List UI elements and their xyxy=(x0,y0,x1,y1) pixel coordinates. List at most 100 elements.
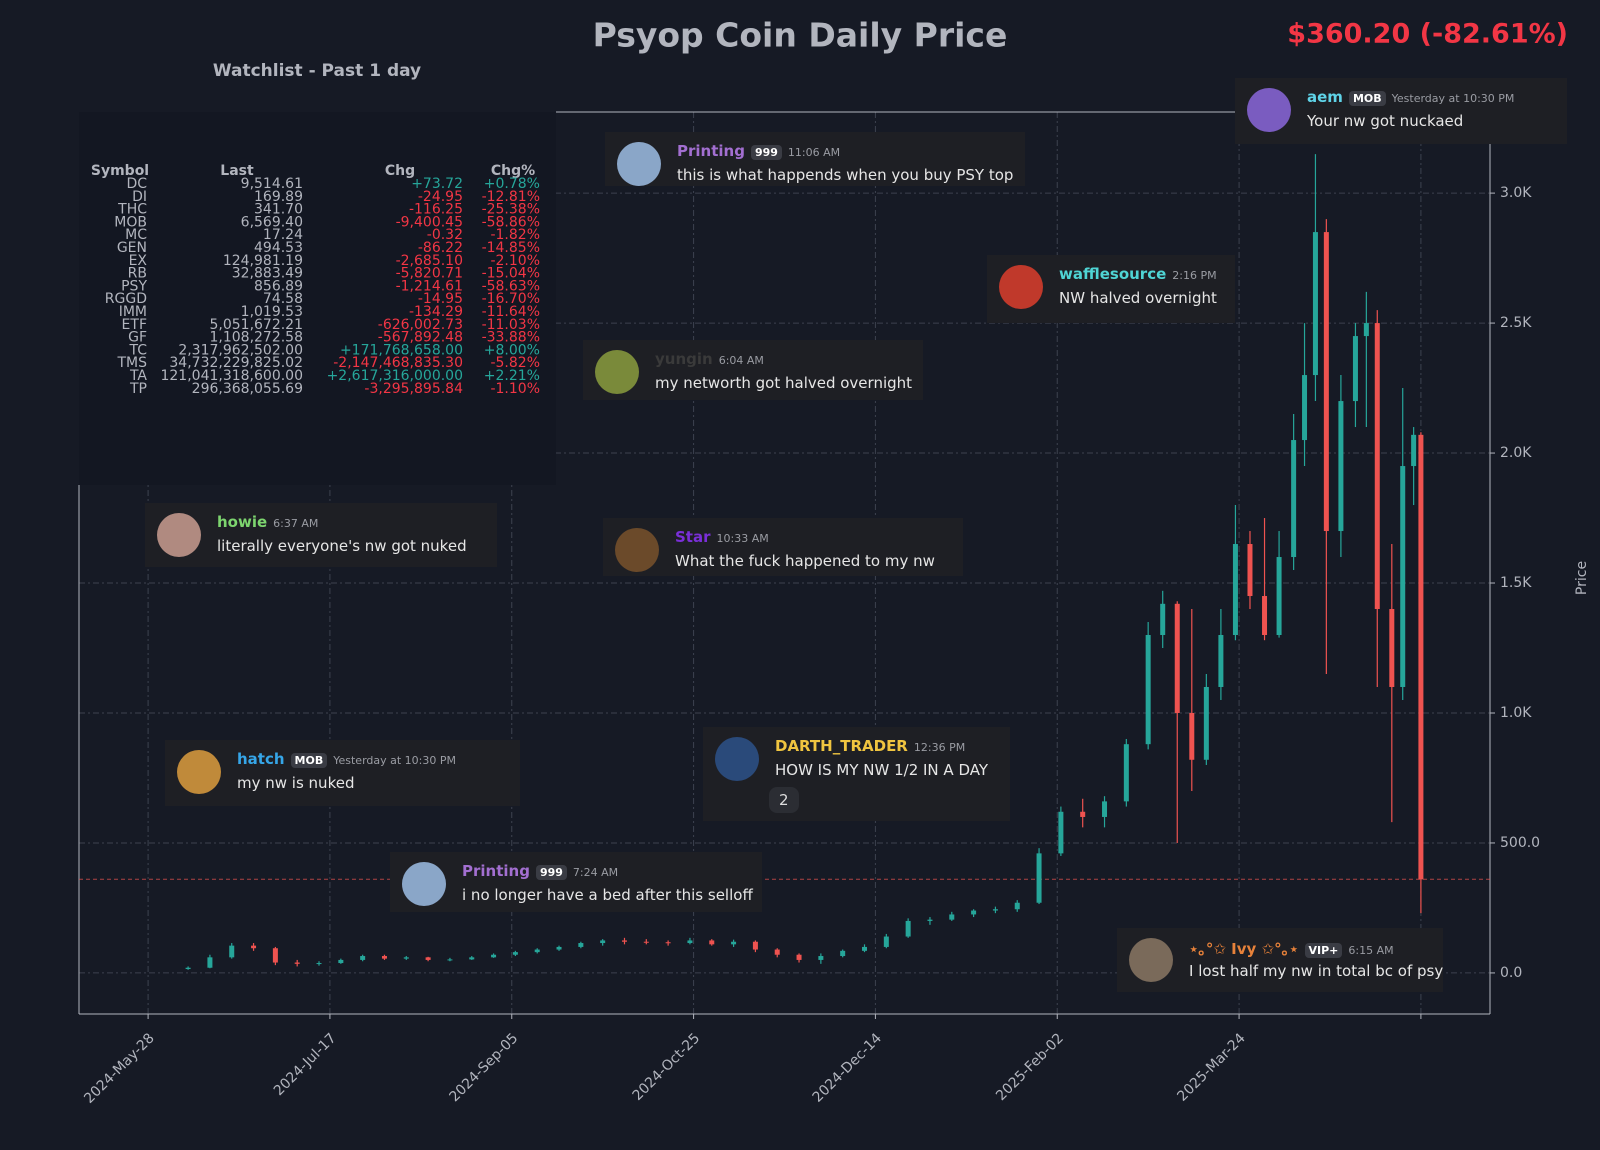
table-cell: -134.29 xyxy=(409,304,463,320)
chat-message: yungin 6:04 AM my networth got halved over… xyxy=(583,340,923,400)
chat-nm: howie xyxy=(217,513,268,531)
table-cell: -3,295,895.84 xyxy=(364,381,463,397)
candle-body xyxy=(949,914,955,920)
chat-hd: wafflesource 2:16 PM xyxy=(1059,265,1217,283)
table-cell: -15.04% xyxy=(482,266,540,282)
y-tick-label: 0.0 xyxy=(1500,965,1522,981)
candle-body xyxy=(1418,434,1424,880)
table-cell: +2,617,316,000.00 xyxy=(327,368,463,384)
chat-tm: 2:16 PM xyxy=(1172,269,1217,282)
x-tick-label: 2024-Oct-25 xyxy=(630,1030,704,1104)
table-cell: +171,768,658.00 xyxy=(340,342,463,358)
chat-message: wafflesource 2:16 PM NW halved overnight xyxy=(987,255,1235,323)
x-tick-label: 2024-Dec-14 xyxy=(810,1030,885,1105)
candle-body xyxy=(971,910,977,915)
candle-body xyxy=(1262,596,1268,636)
table-cell: -14.95 xyxy=(418,291,463,307)
candle-body xyxy=(796,954,802,960)
chat-bd: 999 xyxy=(750,145,782,160)
candle-body xyxy=(905,920,911,937)
candle-body xyxy=(709,940,715,945)
chat-tx: HOW IS MY NW 1/2 IN A DAY xyxy=(775,761,988,779)
candle-body xyxy=(1145,635,1151,745)
chat-av xyxy=(1129,938,1173,982)
candle-body xyxy=(1123,744,1129,802)
table-cell: 124,981.19 xyxy=(223,253,303,269)
x-tick-label: 2024-Jul-17 xyxy=(271,1030,340,1099)
table-cell: TA xyxy=(129,368,147,384)
table-cell: -9,400.45 xyxy=(396,214,463,230)
table-cell: GEN xyxy=(117,240,147,256)
table-cell: -2,147,468,835.30 xyxy=(333,355,463,371)
chat-tm: 11:06 AM xyxy=(787,146,841,159)
chat-message: DARTH_TRADER 12:36 PM HOW IS MY NW 1/2 IN … xyxy=(703,727,1010,821)
table-cell: -2.10% xyxy=(490,253,540,269)
chat-tm: 7:24 AM xyxy=(572,866,619,879)
x-tick-label: 2024-Sep-05 xyxy=(447,1030,522,1105)
table-cell: 341.70 xyxy=(254,202,303,218)
candle-body xyxy=(818,956,824,960)
candle-body xyxy=(883,936,889,947)
x-tick-label: 2025-Feb-02 xyxy=(993,1030,1067,1104)
chat-tx: literally everyone's nw got nuked xyxy=(217,537,467,555)
watchlist-title: Watchlist - Past 1 day xyxy=(213,61,421,81)
chat-nm: yungin xyxy=(655,350,713,368)
table-cell: -1.82% xyxy=(490,227,540,243)
chat-bd: MOB xyxy=(1348,91,1386,106)
chat-bd: MOB xyxy=(290,753,328,768)
table-cell: -58.86% xyxy=(482,214,540,230)
chat-bd: 999 xyxy=(535,865,567,880)
chat-message: howie 6:37 AM literally everyone's nw got … xyxy=(145,503,497,567)
candle-body xyxy=(578,943,584,947)
table-cell: 34,732,229,825.02 xyxy=(169,355,303,371)
candle-body xyxy=(665,942,671,944)
candle-body xyxy=(491,954,497,958)
table-cell: -0.32 xyxy=(427,227,463,243)
table-cell: -626,002.73 xyxy=(378,317,463,333)
y-tick-label: 500.0 xyxy=(1500,835,1540,851)
chat-tx: What the fuck happened to my nw xyxy=(675,552,935,570)
chat-tx: my networth got halved overnight xyxy=(655,374,913,392)
table-cell: TP xyxy=(129,381,147,397)
table-cell: 856.89 xyxy=(254,278,303,294)
candle-body xyxy=(1058,811,1064,854)
table-cell: 17.24 xyxy=(263,227,303,243)
chat-hd: DARTH_TRADER 12:36 PM xyxy=(775,737,965,755)
candle-body xyxy=(1189,712,1195,760)
table-cell: 2,317,962,502.00 xyxy=(178,342,303,358)
candle-body xyxy=(316,963,322,965)
chat-tm: 12:36 PM xyxy=(913,741,966,754)
chat-nm: hatch xyxy=(237,750,285,768)
table-cell: 1,019.53 xyxy=(241,304,303,320)
candle-body xyxy=(251,945,257,949)
x-tick-label: 2025-Mar-24 xyxy=(1174,1030,1248,1104)
table-cell: TC xyxy=(128,342,147,358)
table-header: Symbol xyxy=(91,163,149,179)
candle-body xyxy=(360,956,366,960)
candle-body xyxy=(1232,544,1238,636)
candle-body xyxy=(272,948,278,963)
table-cell: +8.00% xyxy=(484,342,540,358)
chat-tx: i no longer have a bed after this sellof… xyxy=(462,886,753,904)
candle-body xyxy=(1203,686,1209,760)
table-cell: DI xyxy=(132,189,147,205)
candle-body xyxy=(1160,603,1166,636)
chat-av xyxy=(157,513,201,557)
candle-body xyxy=(1338,401,1344,532)
table-cell: -86.22 xyxy=(418,240,463,256)
table-cell: 169.89 xyxy=(254,189,303,205)
candle-body xyxy=(556,946,562,950)
table-cell: -33.88% xyxy=(482,330,540,346)
chat-av xyxy=(999,265,1043,309)
table-cell: -25.38% xyxy=(482,202,540,218)
candle-body xyxy=(1014,902,1020,910)
chat-nm: Printing xyxy=(462,862,530,880)
table-cell: -5,820.71 xyxy=(396,266,463,282)
chat-tm: 6:04 AM xyxy=(718,354,764,367)
table-header: Chg xyxy=(385,163,415,179)
table-header: Last xyxy=(220,163,254,179)
y-tick-label: 1.0K xyxy=(1500,705,1532,721)
chat-hd: ⋆｡°✩ Ivy ✩°｡⋆ VIP+ 6:15 AM xyxy=(1189,938,1394,959)
table-cell: 6,569.40 xyxy=(241,214,303,230)
